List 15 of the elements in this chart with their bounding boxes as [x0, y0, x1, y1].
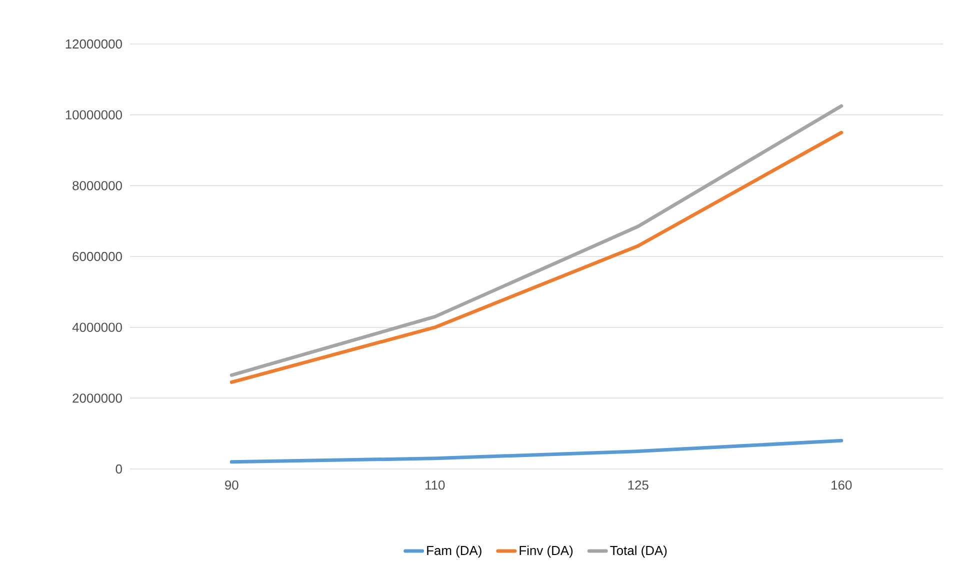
y-tick-label: 0 [116, 464, 122, 474]
legend-label: Finv (DA) [520, 546, 573, 558]
x-tick-label: 125 [628, 480, 648, 490]
y-tick-label: 8000000 [72, 181, 122, 190]
x-tick-label: 110 [426, 480, 445, 490]
legend-label: Total (DA) [610, 546, 667, 558]
x-tick-label: 90 [225, 480, 238, 490]
line-series [230, 438, 844, 464]
x-tick-label: 160 [832, 480, 852, 490]
y-tick-label: 4000000 [72, 322, 122, 332]
legend-label: Fam (DA) [427, 546, 482, 558]
y-tick-label: 2000000 [72, 394, 122, 403]
y-tick-label: 10000000 [66, 110, 122, 120]
y-tick-label: 12000000 [66, 39, 122, 49]
y-tick-label: 6000000 [72, 252, 122, 262]
